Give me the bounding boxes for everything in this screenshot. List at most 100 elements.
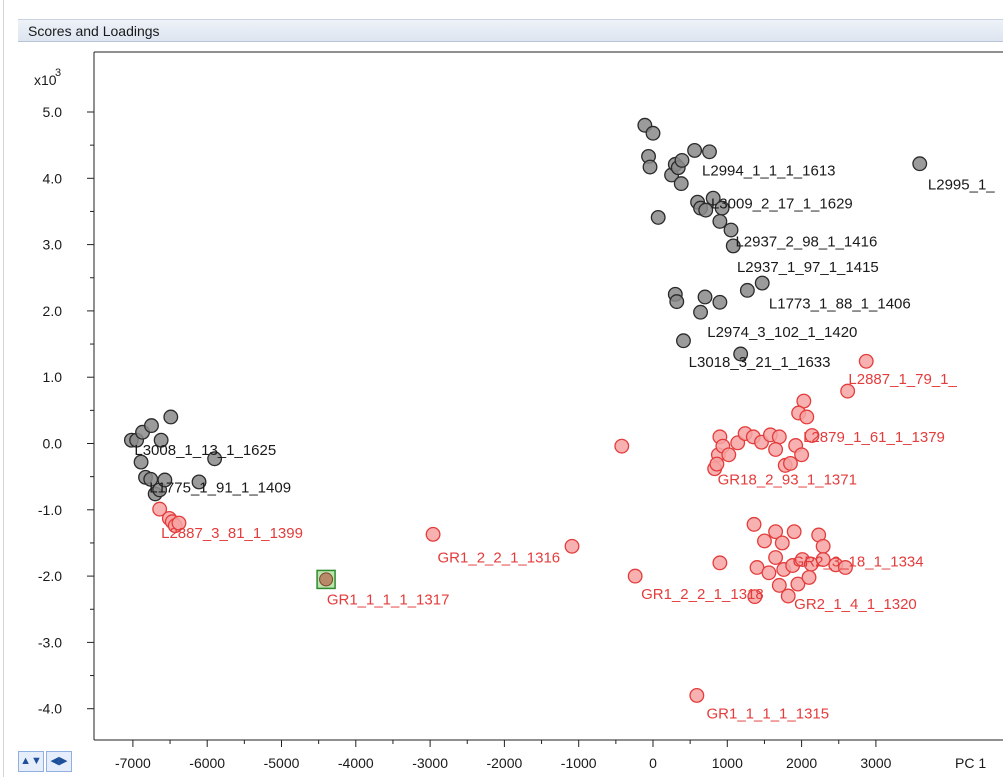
point-label: GR1_1_1_1_1315 (706, 705, 829, 722)
score-point-red (689, 687, 705, 703)
score-point-red (801, 569, 817, 585)
score-point-red (790, 576, 806, 592)
point-label: GR1_1_1_1_1317 (327, 591, 450, 608)
x-tick-label: 3000 (860, 755, 891, 771)
score-point-red (771, 577, 787, 593)
x-tick-label: -7000 (115, 755, 151, 771)
score-point-grey (650, 209, 666, 225)
score-point-red (709, 456, 725, 472)
score-point-red (783, 455, 798, 471)
score-point-grey (712, 294, 728, 310)
score-point-red (747, 589, 763, 605)
horizontal-arrows-icon[interactable]: ◀▶ (46, 751, 72, 772)
y-tick-label: 2.0 (43, 303, 63, 319)
score-point-red (804, 428, 820, 443)
score-point-red (780, 588, 796, 604)
score-point-red (746, 516, 762, 532)
x-tick-label: -4000 (338, 755, 374, 771)
point-label: L3009_2_17_1_1629 (711, 195, 853, 212)
point-label: L2887_3_81_1_1399 (161, 525, 303, 542)
x-tick-label: -3000 (412, 755, 448, 771)
score-point-grey (754, 275, 770, 291)
score-point-red (858, 353, 874, 369)
score-point-grey (676, 333, 691, 349)
zoom-toolbar: ▲▼ ◀▶ (18, 751, 74, 773)
point-label: GR2_3_18_1_1334 (793, 554, 924, 571)
score-point-grey (687, 143, 703, 158)
point-label: L2937_2_98_1_1416 (735, 233, 877, 250)
y-tick-label: 0.0 (43, 436, 63, 452)
score-point-grey (669, 294, 685, 310)
score-point-red (786, 524, 802, 540)
point-label: L1773_1_88_1_1406 (769, 296, 911, 313)
score-point-grey (163, 409, 179, 425)
y-tick-label: 5.0 (43, 104, 63, 120)
point-label: L1775_1_91_1_1409 (149, 479, 291, 496)
score-point-grey (157, 472, 173, 488)
point-label: L2974_3_102_1_1420 (707, 324, 857, 341)
score-point-red (757, 533, 772, 549)
x-tick-label: -2000 (486, 755, 522, 771)
y-tick-label: -4.0 (38, 701, 62, 717)
point-label: GR18_2_93_1_1371 (718, 471, 857, 488)
score-point-grey (207, 451, 223, 467)
score-point-red (774, 535, 790, 551)
score-point-red (840, 383, 856, 399)
x-tick-label: 1000 (712, 755, 743, 771)
panel-title: Scores and Loadings (28, 23, 160, 39)
y-multiplier-label: x10 (34, 72, 57, 88)
point-label: L3008_1_13_1_1625 (134, 442, 276, 459)
y-tick-label: -1.0 (38, 502, 62, 518)
y-tick-label: 4.0 (43, 170, 63, 186)
x-tick-label: 0 (649, 755, 657, 771)
score-point-grey (645, 125, 661, 141)
y-tick-label: -3.0 (38, 634, 62, 650)
score-point-grey (133, 454, 149, 470)
score-point-grey (723, 222, 739, 238)
scores-loadings-plot[interactable]: x10 3 5.0 4.0 3.0 2.0 1.0 0.0 -1.0 -2.0 -3.0 -4.0 -7… (0, 42, 1003, 777)
score-point-grey (693, 304, 709, 320)
score-point-grey (705, 190, 721, 206)
y-multiplier-exponent: 3 (55, 67, 61, 79)
x-tick-label: -5000 (264, 755, 300, 771)
score-point-red (614, 438, 630, 454)
x-tick-label: -6000 (189, 755, 225, 771)
score-point-red (799, 409, 815, 425)
score-point-red (627, 568, 643, 584)
score-point-grey (739, 282, 755, 298)
score-point-grey (642, 159, 658, 175)
point-label: L2994_1_1_1_1613 (702, 162, 835, 179)
score-point-red (815, 552, 831, 567)
score-point-grey (725, 238, 741, 254)
score-point-grey (153, 432, 169, 448)
score-point-grey (698, 202, 714, 218)
score-point-grey (674, 152, 690, 168)
score-point-red (837, 560, 853, 575)
point-label: GR1_2_2_1_1318 (641, 586, 764, 603)
score-point-grey (673, 176, 689, 192)
y-tick-label: 1.0 (43, 369, 63, 385)
x-tick-label: -1000 (561, 755, 597, 771)
selected-point (319, 572, 334, 587)
score-point-red (761, 565, 777, 581)
score-point-grey (912, 156, 928, 172)
score-point-red (768, 442, 784, 457)
point-label: GR2_1_4_1_1320 (794, 596, 917, 613)
score-point-grey (733, 346, 749, 362)
vertical-arrows-icon[interactable]: ▲▼ (18, 751, 44, 772)
point-label: L2937_1_97_1_1415 (737, 259, 879, 276)
score-point-red (152, 501, 168, 517)
y-tick-label: 3.0 (43, 237, 63, 253)
score-point-red (768, 550, 784, 565)
score-point-grey (697, 289, 713, 305)
score-point-red (564, 538, 580, 554)
score-point-red (794, 447, 810, 463)
point-label: GR1_2_2_1_1316 (438, 550, 561, 567)
point-label: L2995_1_ (928, 176, 995, 193)
point-label: L3018_3_21_1_1633 (689, 354, 831, 371)
score-point-red (712, 555, 728, 571)
panel-title-bar: Scores and Loadings (18, 19, 1003, 42)
point-label: L2887_1_79_1_ (848, 371, 957, 388)
point-label: L2879_1_61_1_1379 (803, 429, 945, 446)
